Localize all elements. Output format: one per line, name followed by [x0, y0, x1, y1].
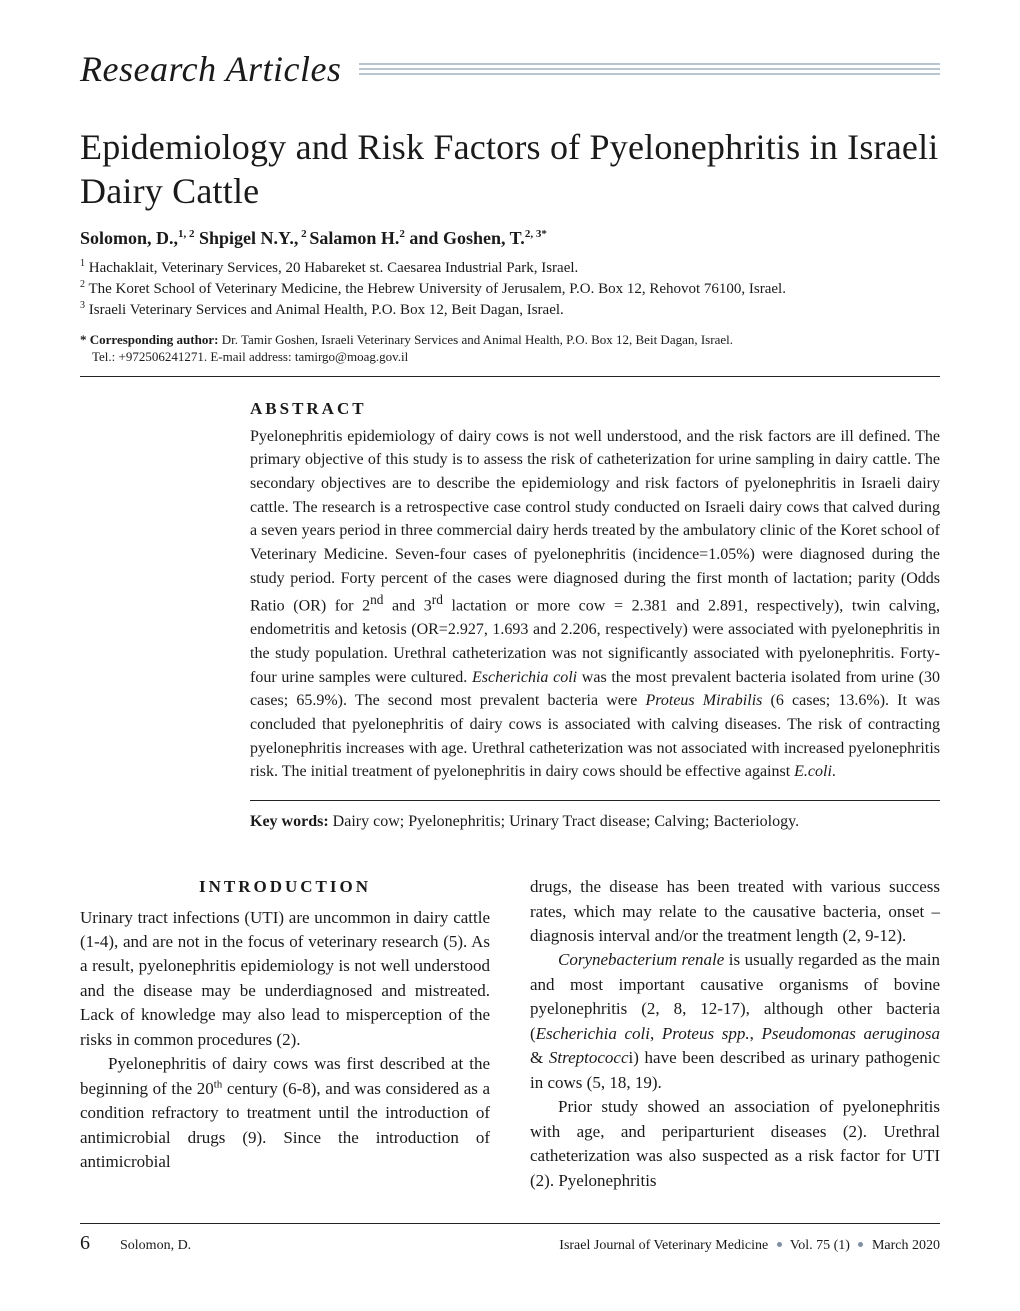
- affiliation: 2 The Koret School of Veterinary Medicin…: [80, 278, 940, 299]
- dot-icon: [858, 1242, 863, 1247]
- section-rule: [359, 63, 940, 75]
- divider: [80, 376, 940, 377]
- section-label: Research Articles: [80, 48, 359, 90]
- running-author: Solomon, D.: [120, 1238, 559, 1254]
- body-columns: INTRODUCTION Urinary tract infections (U…: [80, 875, 940, 1193]
- corresponding-author: * Corresponding author: Dr. Tamir Goshen…: [80, 331, 940, 366]
- footer: 6 Solomon, D. Israel Journal of Veterina…: [80, 1232, 940, 1255]
- article-title: Epidemiology and Risk Factors of Pyelone…: [80, 126, 940, 214]
- footer-divider: [80, 1223, 940, 1224]
- affiliations: 1 Hachaklait, Veterinary Services, 20 Ha…: [80, 257, 940, 321]
- keywords: Key words: Dairy cow; Pyelonephritis; Ur…: [250, 813, 940, 831]
- affiliation: 3 Israeli Veterinary Services and Animal…: [80, 299, 940, 320]
- dot-icon: [777, 1242, 782, 1247]
- affiliation: 1 Hachaklait, Veterinary Services, 20 Ha…: [80, 257, 940, 278]
- journal-info: Israel Journal of Veterinary Medicine Vo…: [559, 1238, 940, 1254]
- paragraph: Pyelonephritis of dairy cows was first d…: [80, 1052, 490, 1174]
- journal-issue: Vol. 75 (1): [790, 1238, 850, 1253]
- abstract-heading: ABSTRACT: [250, 399, 940, 419]
- paragraph: Prior study showed an association of pye…: [530, 1095, 940, 1193]
- keywords-label: Key words:: [250, 813, 329, 830]
- intro-heading: INTRODUCTION: [80, 875, 490, 899]
- keywords-text: Dairy cow; Pyelonephritis; Urinary Tract…: [329, 813, 799, 830]
- corresponding-line1: Dr. Tamir Goshen, Israeli Veterinary Ser…: [222, 332, 733, 347]
- paragraph: drugs, the disease has been treated with…: [530, 875, 940, 948]
- section-header: Research Articles: [80, 48, 940, 90]
- abstract-divider: [250, 800, 940, 801]
- journal-date: March 2020: [872, 1238, 940, 1253]
- corresponding-line2: Tel.: +972506241271. E-mail address: tam…: [80, 348, 940, 366]
- journal-name: Israel Journal of Veterinary Medicine: [559, 1238, 768, 1253]
- page-number: 6: [80, 1232, 120, 1255]
- authors: Solomon, D.,1, 2 Shpigel N.Y., 2 Salamon…: [80, 228, 940, 249]
- column-left: INTRODUCTION Urinary tract infections (U…: [80, 875, 490, 1193]
- corresponding-label: Corresponding author:: [90, 332, 222, 347]
- corresponding-star: *: [80, 332, 90, 347]
- abstract-body: Pyelonephritis epidemiology of dairy cow…: [250, 425, 940, 784]
- abstract-block: ABSTRACT Pyelonephritis epidemiology of …: [250, 399, 940, 831]
- column-right: drugs, the disease has been treated with…: [530, 875, 940, 1193]
- paragraph: Corynebacterium renale is usually regard…: [530, 948, 940, 1095]
- paragraph: Urinary tract infections (UTI) are uncom…: [80, 906, 490, 1053]
